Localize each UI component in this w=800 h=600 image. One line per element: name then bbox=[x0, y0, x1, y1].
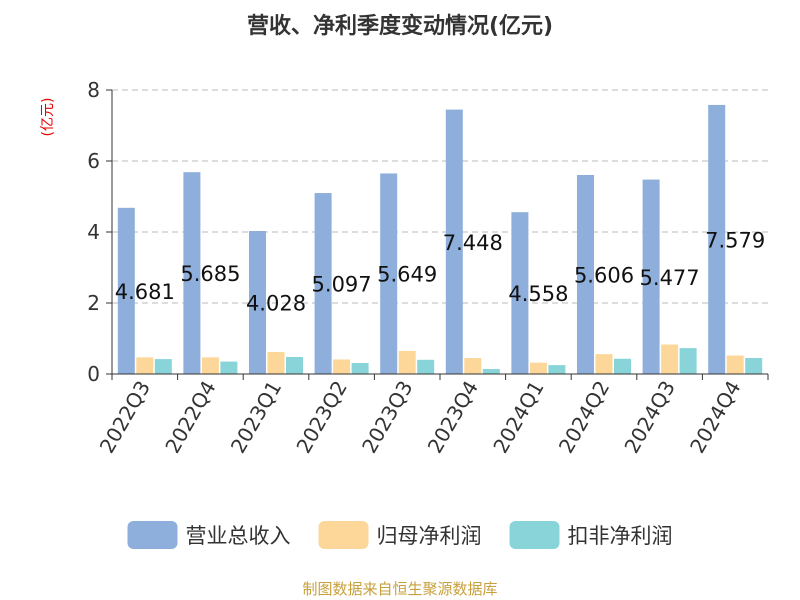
bar bbox=[183, 172, 201, 374]
bar bbox=[154, 359, 172, 374]
x-tick-label: 2024Q4 bbox=[685, 377, 745, 458]
x-tick-label: 2023Q2 bbox=[291, 377, 351, 458]
legend: 营业总收入 归母净利润 扣非净利润 bbox=[127, 521, 673, 549]
bar bbox=[333, 359, 351, 374]
bar bbox=[286, 356, 303, 374]
bar bbox=[464, 358, 482, 374]
legend-swatch bbox=[318, 521, 369, 549]
bar bbox=[220, 361, 238, 374]
x-tick-label: 2022Q4 bbox=[160, 377, 220, 458]
data-label: 7.579 bbox=[705, 228, 765, 252]
legend-label: 归母净利润 bbox=[377, 524, 482, 548]
legend-label: 营业总收入 bbox=[186, 524, 291, 548]
bar bbox=[614, 358, 631, 374]
x-tick-label: 2024Q3 bbox=[619, 377, 679, 458]
bar bbox=[482, 369, 500, 374]
bar bbox=[314, 193, 332, 374]
legend-swatch bbox=[127, 521, 178, 549]
y-tick-label: 2 bbox=[87, 291, 100, 315]
x-tick-label: 2024Q1 bbox=[488, 377, 548, 458]
y-tick-label: 6 bbox=[87, 149, 100, 173]
y-tick-label: 8 bbox=[87, 78, 100, 102]
data-label: 4.558 bbox=[508, 282, 568, 306]
bar bbox=[726, 355, 744, 374]
bar bbox=[577, 174, 594, 374]
bar bbox=[267, 351, 285, 374]
bar bbox=[511, 212, 529, 374]
data-label: 5.097 bbox=[312, 273, 372, 297]
bar bbox=[417, 359, 435, 374]
data-label: 5.477 bbox=[640, 266, 700, 290]
bar bbox=[745, 358, 763, 374]
bars bbox=[117, 104, 763, 375]
data-label: 5.606 bbox=[574, 263, 634, 287]
y-tick-label: 4 bbox=[87, 220, 100, 244]
legend-swatch bbox=[509, 521, 560, 549]
axes: 0 2 4 6 8 bbox=[87, 78, 769, 386]
bar bbox=[642, 179, 660, 374]
data-label: 4.028 bbox=[246, 292, 306, 316]
x-tick-label: 2023Q3 bbox=[357, 377, 417, 458]
bar bbox=[351, 362, 369, 374]
x-ticks: 2022Q3 2022Q4 2023Q1 2023Q2 2023Q3 2023Q4 2024… bbox=[95, 377, 746, 458]
x-tick-label: 2023Q4 bbox=[423, 377, 483, 458]
bar bbox=[595, 354, 613, 374]
y-axis-label: (亿元) bbox=[40, 98, 56, 137]
chart-title: 营收、净利季度变动情况(亿元) bbox=[247, 13, 553, 39]
bar bbox=[679, 348, 697, 374]
bar bbox=[661, 344, 679, 374]
x-tick-label: 2024Q2 bbox=[554, 377, 614, 458]
data-label: 4.681 bbox=[115, 280, 175, 304]
legend-label: 扣非净利润 bbox=[568, 524, 673, 548]
data-label: 5.649 bbox=[377, 263, 437, 287]
data-label: 5.685 bbox=[180, 262, 240, 286]
bar bbox=[117, 207, 135, 374]
bar bbox=[548, 365, 566, 374]
x-tick-label: 2023Q1 bbox=[226, 377, 286, 458]
bar bbox=[398, 350, 416, 374]
bar bbox=[249, 231, 266, 374]
bar bbox=[201, 357, 219, 374]
bar bbox=[708, 104, 726, 375]
data-label: 7.448 bbox=[443, 231, 503, 255]
bar bbox=[136, 357, 154, 374]
x-tick-label: 2022Q3 bbox=[95, 377, 155, 458]
bar bbox=[380, 173, 398, 374]
source-note: 制图数据来自恒生聚源数据库 bbox=[302, 580, 497, 598]
bar bbox=[529, 362, 547, 374]
y-tick-label: 0 bbox=[87, 362, 100, 386]
bar bbox=[445, 109, 463, 374]
